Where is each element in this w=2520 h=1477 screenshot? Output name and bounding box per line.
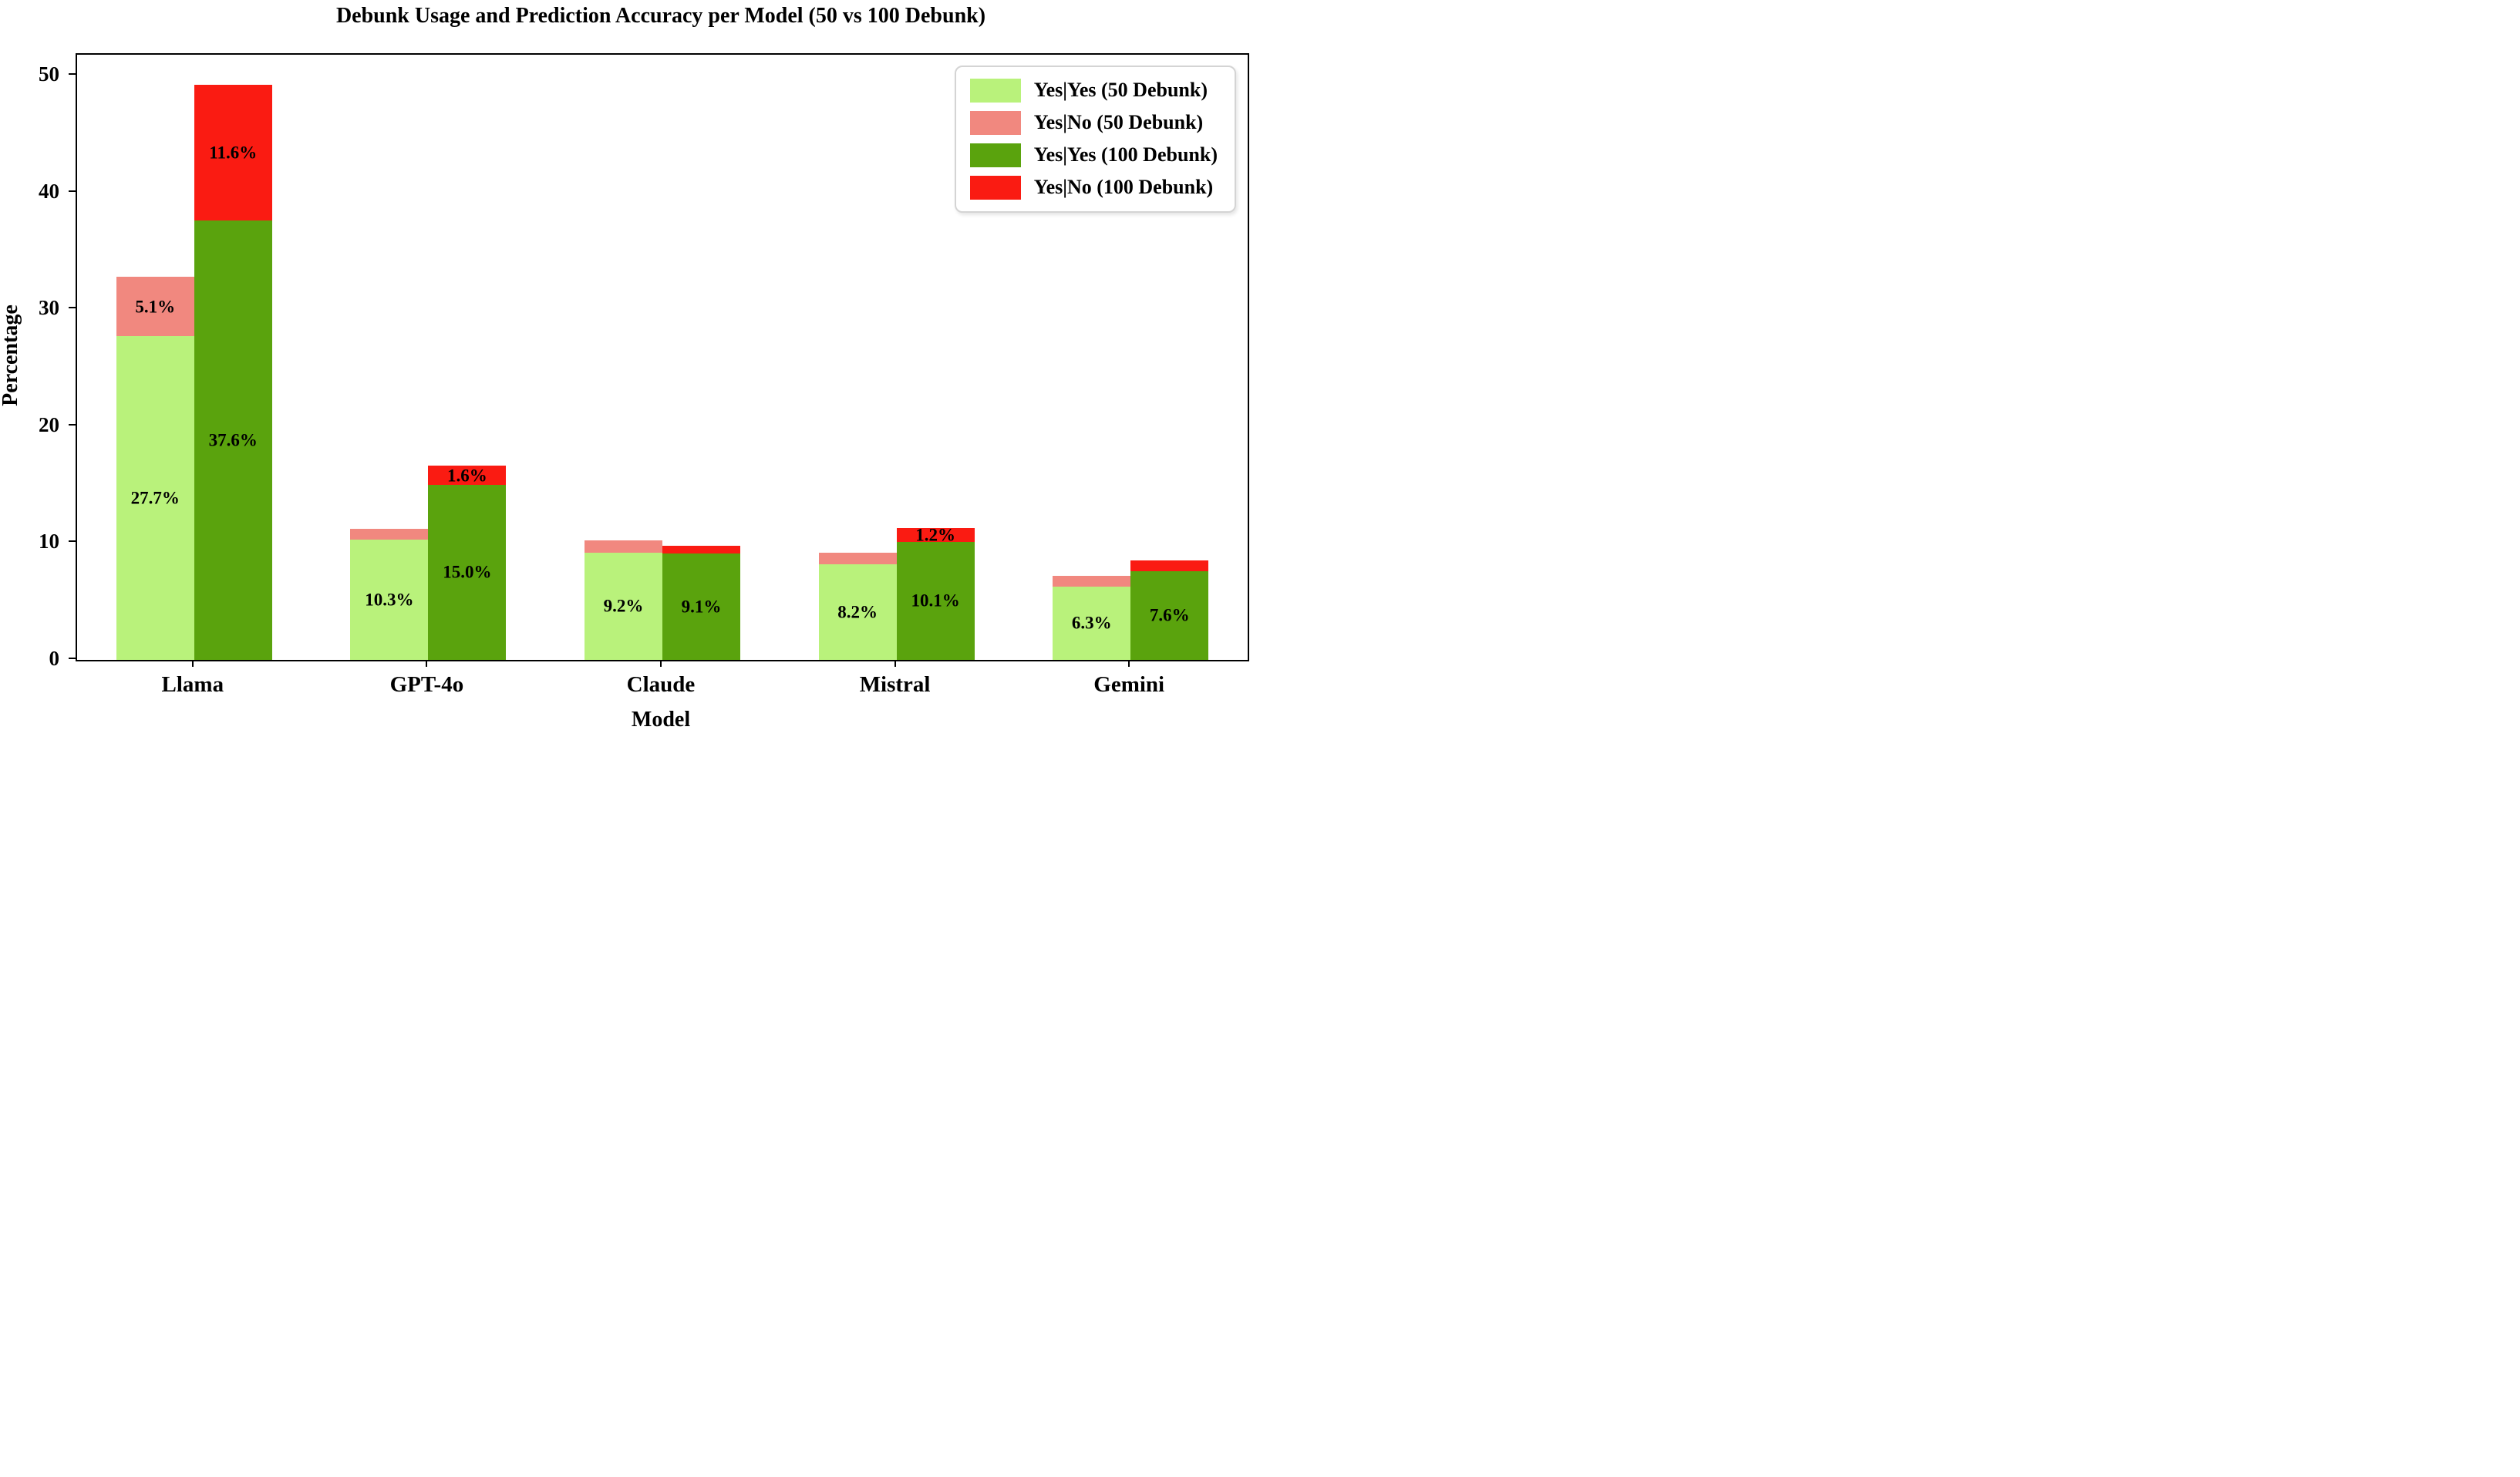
segment-label: 1.2% bbox=[915, 525, 955, 545]
bar-segment: 5.1% bbox=[116, 276, 194, 337]
x-tick-label: Mistral bbox=[859, 672, 931, 697]
legend-swatch bbox=[969, 143, 1021, 167]
bar-segment: 7.6% bbox=[1130, 570, 1209, 660]
bar-100-debunk: 37.6% 11.6% bbox=[194, 85, 272, 660]
legend-label: Yes|No (50 Debunk) bbox=[1033, 111, 1204, 134]
bar-50-debunk: 27.7% 5.1% bbox=[116, 276, 194, 660]
y-tick-mark bbox=[69, 307, 76, 309]
y-tick-mark bbox=[69, 658, 76, 659]
legend-item: Yes|No (100 Debunk) bbox=[969, 176, 1218, 200]
bar-segment: 37.6% bbox=[194, 220, 272, 660]
bar-50-debunk: 10.3% bbox=[350, 529, 429, 660]
bar-group-claude: 9.2% 9.1% bbox=[545, 55, 780, 660]
legend-swatch bbox=[969, 79, 1021, 103]
x-tick-label: GPT-4o bbox=[389, 672, 464, 697]
y-tick-label: 10 bbox=[39, 530, 59, 553]
y-axis-title: Percentage bbox=[0, 304, 22, 406]
segment-label: 5.1% bbox=[135, 297, 176, 317]
segment-label: 7.6% bbox=[1149, 605, 1190, 625]
bar-100-debunk: 9.1% bbox=[662, 545, 740, 660]
bar-segment: 10.1% bbox=[896, 541, 975, 660]
bar-50-debunk: 9.2% bbox=[584, 540, 662, 660]
legend-item: Yes|Yes (100 Debunk) bbox=[969, 143, 1218, 167]
bar-segment: 1.2% bbox=[896, 525, 975, 545]
bar-segment: 15.0% bbox=[428, 484, 507, 660]
bar-segment: 6.3% bbox=[1053, 586, 1131, 660]
segment-label: 9.1% bbox=[681, 597, 722, 617]
x-tick-label: Gemini bbox=[1093, 672, 1165, 697]
segment-label: 6.3% bbox=[1071, 613, 1112, 633]
bar-50-debunk: 6.3% bbox=[1053, 575, 1131, 660]
legend-item: Yes|No (50 Debunk) bbox=[969, 111, 1218, 135]
segment-label: 8.2% bbox=[837, 602, 878, 622]
bar-group-llama: 27.7% 5.1% 37.6% 11.6% bbox=[77, 55, 312, 660]
bar-group-mistral: 8.2% 10.1% 1.2% bbox=[780, 55, 1014, 660]
segment-label: 37.6% bbox=[208, 430, 258, 450]
bar-50-debunk: 8.2% bbox=[818, 552, 897, 660]
x-axis-title: Model bbox=[631, 708, 691, 732]
x-tick-label: Llama bbox=[161, 672, 224, 697]
y-tick-mark bbox=[69, 540, 76, 543]
legend-swatch bbox=[969, 111, 1021, 135]
x-tick-mark bbox=[894, 660, 896, 667]
segment-label: 10.3% bbox=[365, 590, 414, 610]
legend-label: Yes|Yes (100 Debunk) bbox=[1033, 143, 1218, 167]
legend-label: Yes|No (100 Debunk) bbox=[1033, 176, 1214, 199]
plot-area: 27.7% 5.1% 37.6% 11.6% 10.3% 15.0% 1.6% 9.2% 9.1… bbox=[76, 53, 1249, 661]
x-tick-mark bbox=[191, 660, 194, 667]
y-tick-mark bbox=[69, 423, 76, 426]
bar-segment: 9.2% bbox=[584, 552, 662, 660]
bar-segment bbox=[1130, 560, 1209, 571]
bar-segment: 8.2% bbox=[818, 564, 897, 660]
bar-segment bbox=[350, 529, 429, 540]
segment-label: 15.0% bbox=[443, 562, 492, 582]
y-tick-label: 0 bbox=[49, 647, 60, 670]
legend: Yes|Yes (50 Debunk) Yes|No (50 Debunk) Yes… bbox=[954, 66, 1236, 213]
x-tick-mark bbox=[426, 660, 428, 667]
y-tick-label: 40 bbox=[39, 179, 59, 203]
bar-segment bbox=[1053, 575, 1131, 587]
y-tick-label: 30 bbox=[39, 296, 59, 320]
bar-100-debunk: 10.1% 1.2% bbox=[896, 525, 975, 660]
y-tick-mark bbox=[69, 190, 76, 192]
segment-label: 1.6% bbox=[447, 466, 487, 486]
bar-segment bbox=[584, 540, 662, 553]
bar-segment: 9.1% bbox=[662, 553, 740, 660]
bar-100-debunk: 7.6% bbox=[1130, 560, 1209, 660]
bar-segment: 11.6% bbox=[194, 85, 272, 221]
bar-100-debunk: 15.0% 1.6% bbox=[428, 466, 507, 660]
legend-item: Yes|Yes (50 Debunk) bbox=[969, 79, 1218, 103]
y-tick-mark bbox=[69, 73, 76, 76]
segment-label: 11.6% bbox=[209, 143, 258, 163]
segment-label: 9.2% bbox=[603, 596, 644, 616]
legend-swatch bbox=[969, 176, 1021, 200]
segment-label: 27.7% bbox=[130, 488, 180, 508]
bar-group-gpt-4o: 10.3% 15.0% 1.6% bbox=[312, 55, 546, 660]
y-tick-label: 20 bbox=[39, 412, 59, 436]
bar-segment: 27.7% bbox=[116, 336, 194, 660]
chart-title: Debunk Usage and Prediction Accuracy per… bbox=[335, 4, 986, 28]
bar-segment bbox=[662, 545, 740, 554]
figure: Debunk Usage and Prediction Accuracy per… bbox=[0, 0, 1260, 738]
bar-segment: 1.6% bbox=[428, 466, 507, 486]
x-tick-mark bbox=[660, 660, 662, 667]
bar-segment bbox=[818, 552, 897, 564]
y-tick-label: 50 bbox=[39, 62, 59, 86]
bar-segment: 10.3% bbox=[350, 539, 429, 660]
x-tick-label: Claude bbox=[626, 672, 696, 697]
legend-label: Yes|Yes (50 Debunk) bbox=[1033, 79, 1208, 102]
segment-label: 10.1% bbox=[911, 590, 960, 611]
x-tick-mark bbox=[1128, 660, 1130, 667]
bar-group-gemini: 6.3% 7.6% bbox=[1013, 55, 1248, 660]
